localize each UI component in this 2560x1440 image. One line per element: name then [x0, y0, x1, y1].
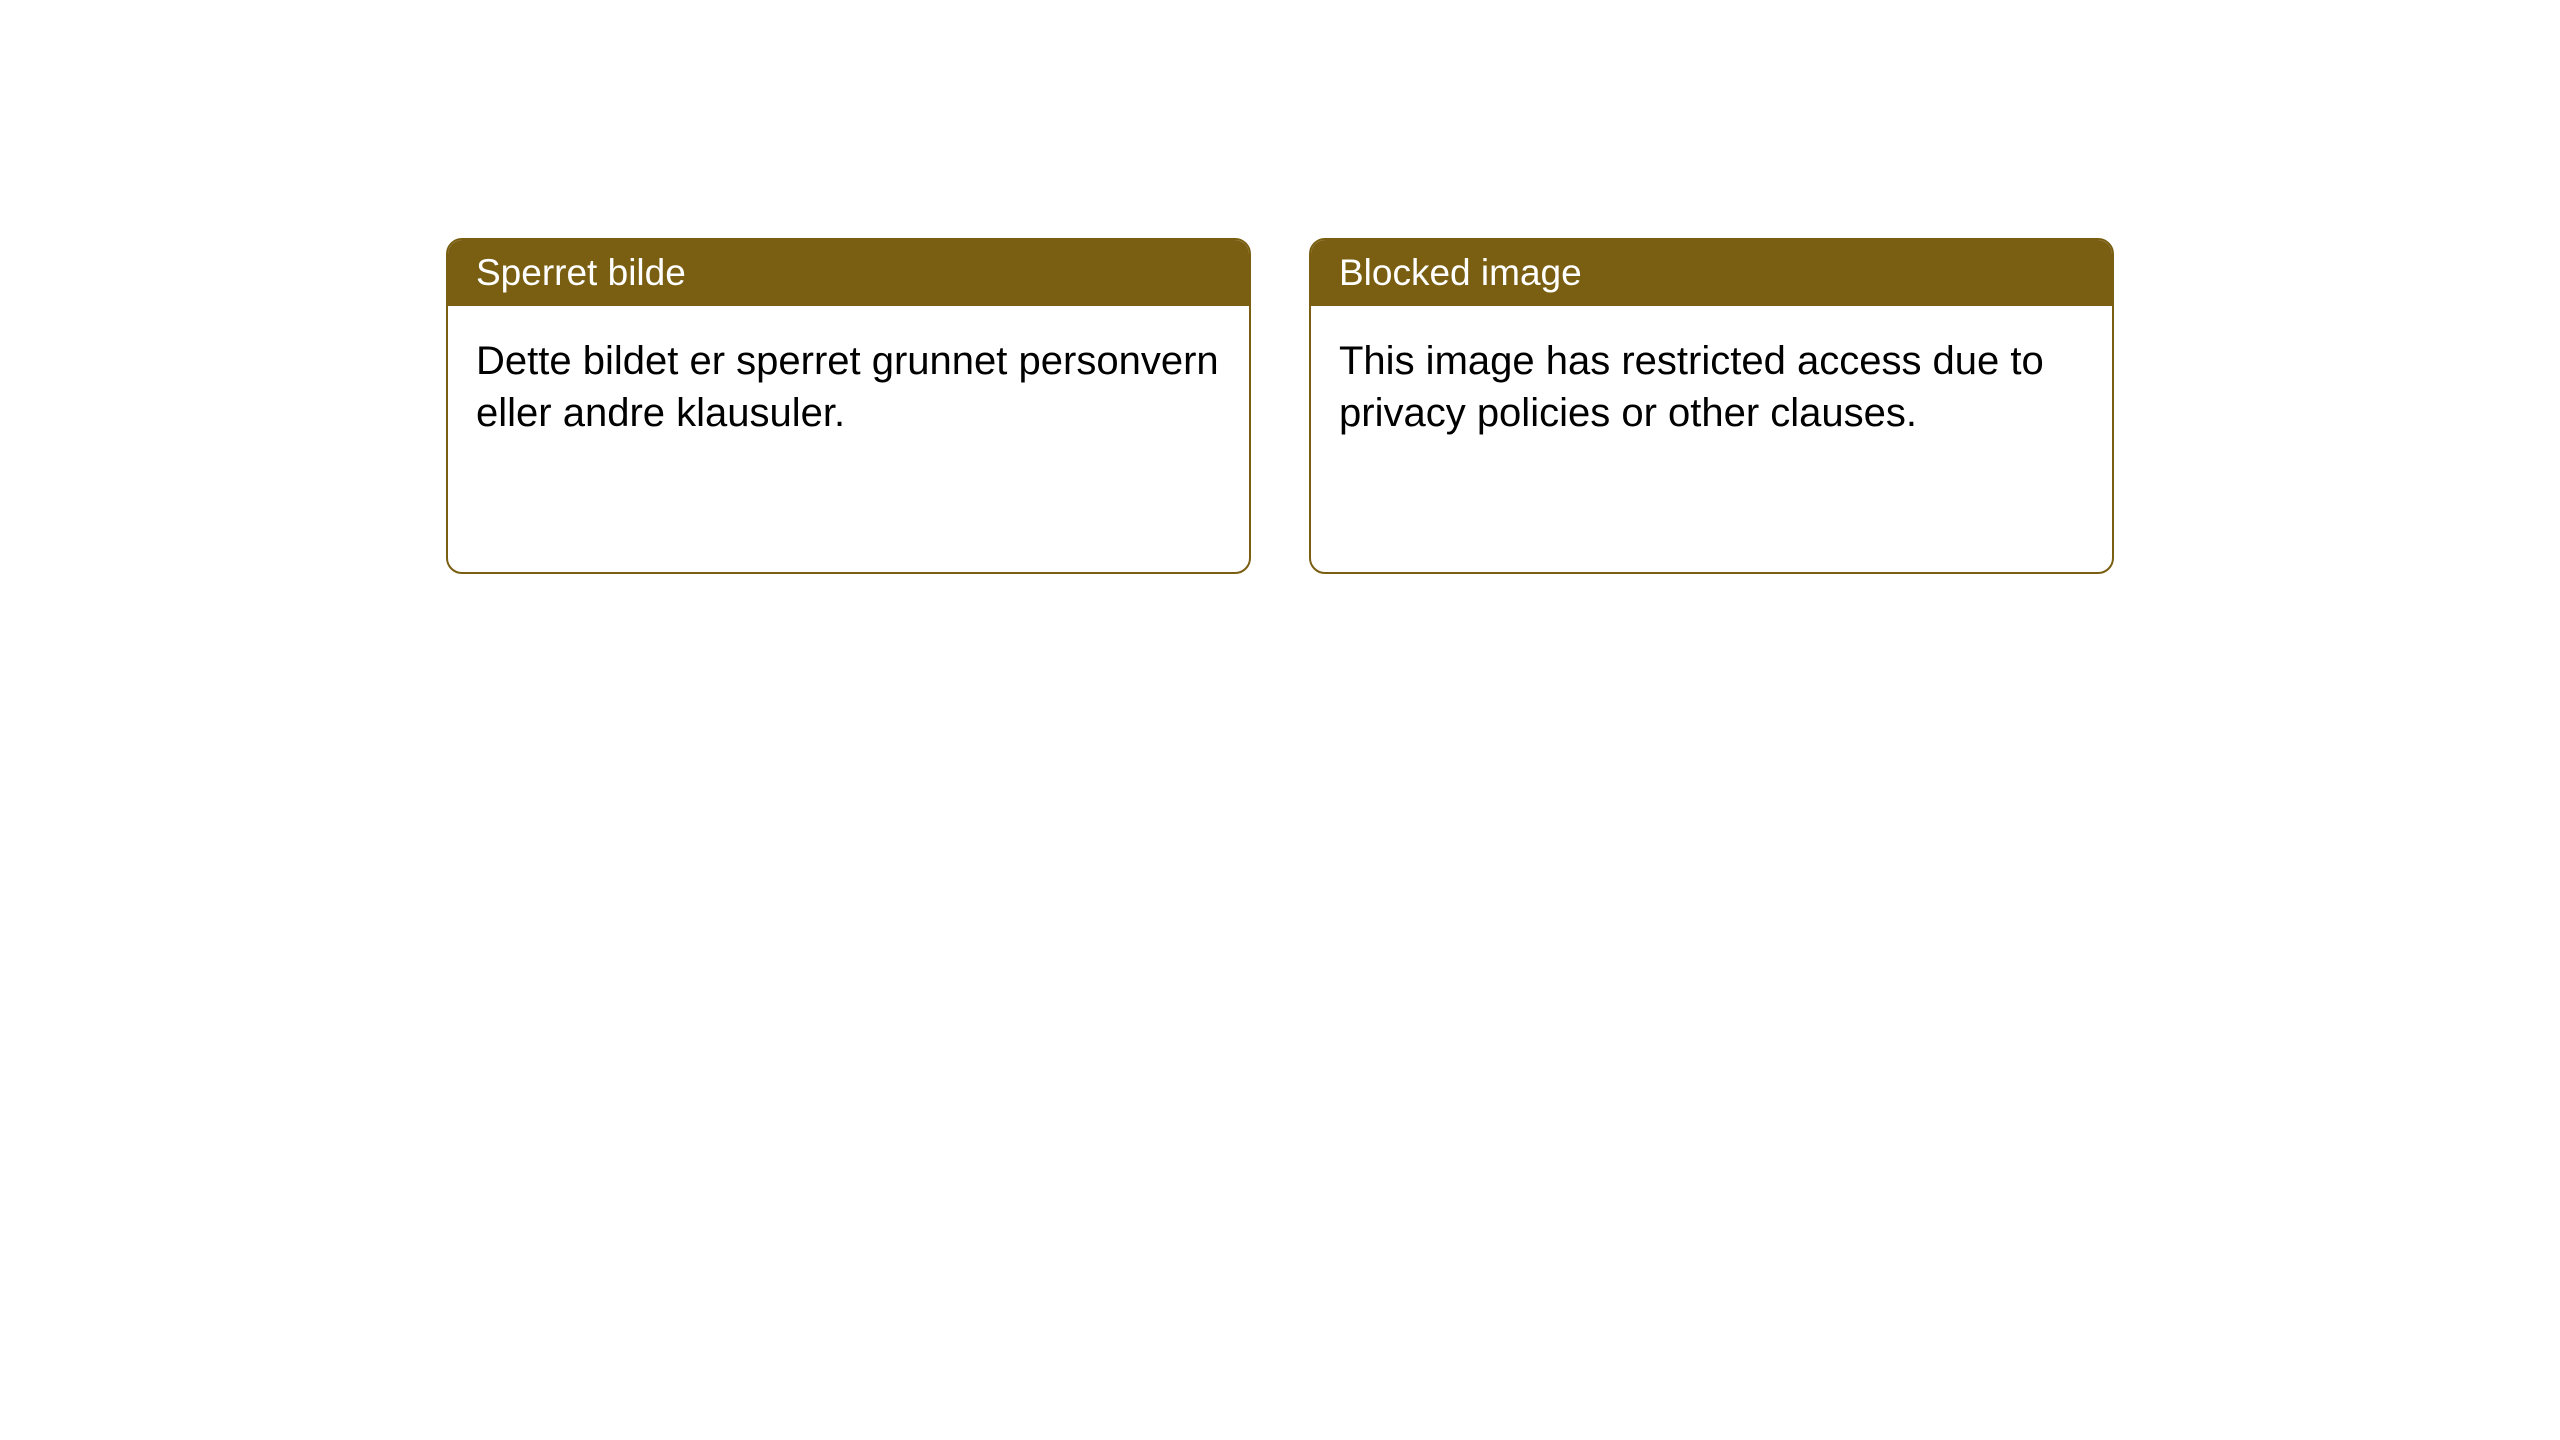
- notice-body-english: This image has restricted access due to …: [1311, 306, 2112, 469]
- notice-header-norwegian: Sperret bilde: [448, 240, 1249, 306]
- notice-header-english: Blocked image: [1311, 240, 2112, 306]
- notice-card-english: Blocked image This image has restricted …: [1309, 238, 2114, 574]
- notice-body-norwegian: Dette bildet er sperret grunnet personve…: [448, 306, 1249, 469]
- notice-container: Sperret bilde Dette bildet er sperret gr…: [446, 238, 2114, 574]
- notice-card-norwegian: Sperret bilde Dette bildet er sperret gr…: [446, 238, 1251, 574]
